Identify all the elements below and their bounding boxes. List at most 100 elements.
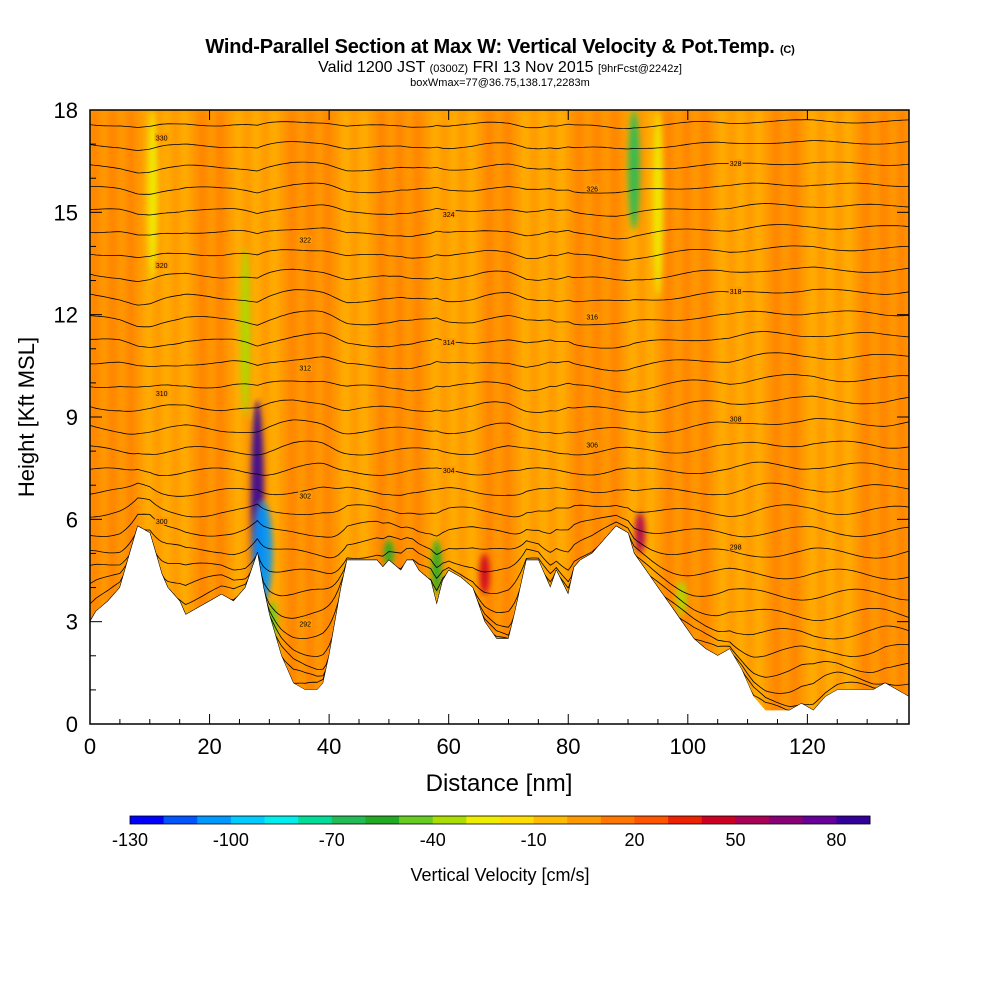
colorbar-swatch (331, 816, 366, 824)
theta-contour-label: 304 (441, 465, 456, 475)
velocity-streak (861, 110, 871, 724)
velocity-streak (179, 110, 190, 724)
copyright-mark: (C) (779, 44, 795, 56)
colorbar-swatch (197, 816, 232, 824)
svg-text:306: 306 (586, 442, 598, 449)
colorbar-swatch (466, 816, 501, 824)
svg-text:320: 320 (156, 263, 168, 270)
colorbar-swatch (634, 816, 669, 824)
theta-contour-label: 312 (298, 363, 313, 373)
x-tick-label: 0 (84, 734, 96, 759)
theta-contour (90, 374, 909, 393)
velocity-streak (771, 110, 782, 724)
colorbar-swatch (735, 816, 770, 824)
velocity-feature (628, 110, 640, 230)
theta-contour (90, 288, 909, 306)
colorbar-frame (129, 815, 871, 825)
velocity-streak (843, 110, 853, 724)
velocity-streak (359, 110, 369, 724)
velocity-streak (376, 110, 387, 724)
velocity-streak (592, 110, 602, 724)
velocity-streak (125, 110, 136, 724)
theta-contour-label: 300 (154, 517, 169, 526)
colorbar-swatch (567, 816, 602, 824)
velocity-streak (789, 110, 800, 724)
theta-contour (90, 266, 909, 283)
velocity-streak (538, 110, 548, 724)
theta-contour (90, 224, 909, 240)
velocity-streak (484, 110, 495, 724)
velocity-streak (699, 110, 710, 724)
svg-text:298: 298 (730, 545, 742, 552)
theta-contour-label: 324 (441, 210, 456, 219)
theta-contour-label: 328 (728, 158, 743, 168)
velocity-streak (628, 110, 638, 724)
theta-contour (90, 482, 909, 497)
y-tick-label: 12 (54, 303, 78, 328)
velocity-streak (717, 110, 728, 724)
theta-contour (90, 161, 909, 174)
colorbar-tick-label: 80 (826, 830, 846, 850)
velocity-streak (610, 110, 620, 724)
theta-contour (90, 525, 909, 622)
x-tick-label: 100 (669, 734, 706, 759)
theta-contour-label: 316 (585, 312, 600, 321)
velocity-streak (143, 110, 154, 724)
colorbar-swatch (432, 816, 467, 824)
theta-contour (90, 310, 909, 328)
svg-text:304: 304 (443, 468, 455, 475)
velocity-streak (448, 110, 459, 724)
velocity-streak (269, 110, 279, 724)
svg-text:328: 328 (730, 161, 742, 168)
velocity-streak (287, 110, 297, 724)
y-tick-label: 9 (66, 405, 78, 430)
colorbar-swatch (600, 816, 636, 824)
theta-contour-label: 330 (154, 133, 169, 142)
colorbar-swatch (769, 816, 804, 824)
velocity-streak (323, 110, 333, 724)
chart-title: Wind-Parallel Section at Max W: Vertical… (205, 36, 775, 58)
svg-text:314: 314 (443, 340, 455, 347)
velocity-streak (807, 110, 817, 724)
colorbar-label: Vertical Velocity [cm/s] (410, 865, 589, 885)
y-tick-label: 18 (54, 98, 78, 123)
velocity-streak (466, 110, 477, 724)
theta-contour (90, 525, 909, 640)
svg-text:300: 300 (156, 519, 168, 526)
velocity-feature (479, 553, 490, 595)
colorbar-swatch (836, 816, 871, 824)
velocity-streak (305, 110, 315, 724)
svg-text:322: 322 (299, 238, 311, 245)
theta-contour (90, 203, 909, 217)
y-tick-label: 0 (66, 712, 78, 737)
svg-text:310: 310 (156, 391, 168, 398)
forecast-info: [9hrFcst@2242z] (597, 63, 682, 75)
colorbar-swatch (399, 816, 434, 824)
theta-contour-label: 320 (154, 261, 169, 270)
box-info: boxWmax=77@36.75,138.17,2283m (410, 77, 590, 89)
theta-contour (90, 525, 909, 601)
svg-text:326: 326 (586, 186, 598, 193)
theta-contour (90, 140, 909, 151)
theta-contour (90, 245, 909, 261)
svg-text:312: 312 (299, 366, 311, 373)
velocity-streak (520, 110, 530, 724)
x-tick-label: 40 (317, 734, 341, 759)
colorbar-swatch (264, 816, 299, 824)
colorbar-tick-label: -100 (213, 830, 249, 850)
theta-contour (90, 331, 909, 349)
colorbar-tick-label: -130 (112, 830, 148, 850)
colorbar-tick-label: -10 (521, 830, 547, 850)
colorbar-swatch (298, 816, 333, 824)
theta-contour (90, 525, 909, 580)
svg-text:316: 316 (586, 314, 598, 321)
svg-text:330: 330 (156, 135, 168, 142)
y-tick-label: 15 (54, 200, 78, 225)
velocity-feature (634, 512, 645, 554)
colorbar-swatch (701, 816, 736, 824)
velocity-streak (161, 110, 172, 724)
theta-contour (90, 119, 909, 130)
theta-contour-label: 308 (728, 414, 743, 424)
theta-contour-label: 310 (154, 389, 169, 398)
theta-contour (90, 352, 909, 372)
